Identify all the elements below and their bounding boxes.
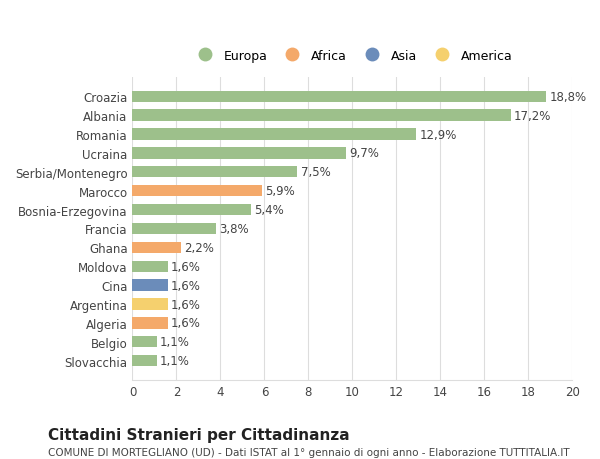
Text: 12,9%: 12,9% <box>419 128 457 141</box>
Bar <box>133 129 416 140</box>
Bar <box>133 299 167 310</box>
Text: 1,6%: 1,6% <box>171 279 201 292</box>
Bar <box>133 204 251 216</box>
Bar <box>133 110 511 122</box>
Bar <box>133 185 262 197</box>
Text: COMUNE DI MORTEGLIANO (UD) - Dati ISTAT al 1° gennaio di ogni anno - Elaborazion: COMUNE DI MORTEGLIANO (UD) - Dati ISTAT … <box>48 448 569 458</box>
Text: 5,4%: 5,4% <box>254 204 284 217</box>
Bar <box>133 261 167 272</box>
Text: 2,2%: 2,2% <box>184 241 214 254</box>
Bar <box>133 91 546 103</box>
Bar <box>133 336 157 348</box>
Text: 1,1%: 1,1% <box>160 336 190 348</box>
Text: 9,7%: 9,7% <box>349 147 379 160</box>
Bar <box>133 148 346 159</box>
Text: 1,6%: 1,6% <box>171 260 201 273</box>
Bar <box>133 280 167 291</box>
Bar <box>133 355 157 367</box>
Text: 18,8%: 18,8% <box>549 90 586 104</box>
Text: 5,9%: 5,9% <box>266 185 295 198</box>
Bar <box>133 318 167 329</box>
Text: 7,5%: 7,5% <box>301 166 331 179</box>
Text: 17,2%: 17,2% <box>514 109 551 123</box>
Text: Cittadini Stranieri per Cittadinanza: Cittadini Stranieri per Cittadinanza <box>48 427 350 442</box>
Bar <box>133 242 181 253</box>
Text: 3,8%: 3,8% <box>220 223 249 235</box>
Legend: Europa, Africa, Asia, America: Europa, Africa, Asia, America <box>187 45 518 67</box>
Bar <box>133 224 216 235</box>
Text: 1,6%: 1,6% <box>171 298 201 311</box>
Bar <box>133 167 298 178</box>
Text: 1,1%: 1,1% <box>160 354 190 367</box>
Text: 1,6%: 1,6% <box>171 317 201 330</box>
